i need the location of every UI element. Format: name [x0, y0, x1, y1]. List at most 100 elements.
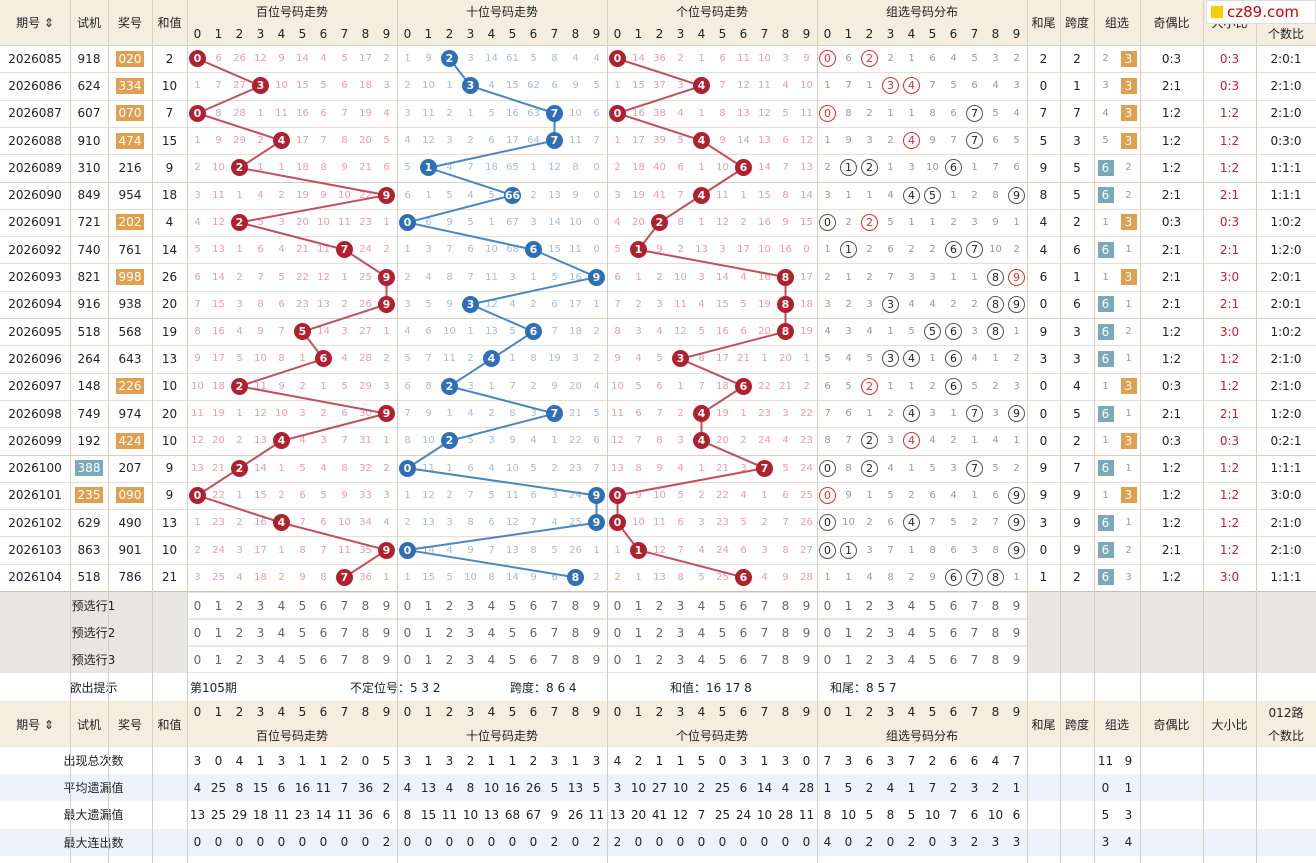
preselect-digit[interactable]: 7 — [334, 593, 355, 618]
preselect-digit[interactable]: 5 — [292, 620, 313, 645]
preselect-digit[interactable]: 7 — [544, 647, 565, 672]
preselect-digit[interactable]: 2 — [439, 647, 460, 672]
preselect-digit[interactable]: 9 — [796, 647, 817, 672]
preselect-digit[interactable]: 0 — [397, 647, 418, 672]
preselect-digit[interactable]: 8 — [985, 620, 1006, 645]
preselect-digit[interactable]: 7 — [964, 593, 985, 618]
preselect-digit[interactable]: 5 — [922, 593, 943, 618]
preselect-digit[interactable]: 8 — [775, 647, 796, 672]
preselect-digit[interactable]: 4 — [901, 647, 922, 672]
preselect-digit[interactable]: 7 — [334, 647, 355, 672]
preselect-digit[interactable]: 9 — [586, 620, 607, 645]
preselect-digit[interactable]: 9 — [376, 647, 397, 672]
preselect-digit[interactable]: 5 — [922, 620, 943, 645]
preselect-digit[interactable]: 5 — [712, 647, 733, 672]
preselect-digit[interactable]: 5 — [712, 620, 733, 645]
preselect-digit[interactable]: 1 — [628, 593, 649, 618]
preselect-digit[interactable]: 1 — [208, 593, 229, 618]
period-header-bottom[interactable]: 期号 ⇕ — [0, 701, 70, 747]
preselect-digit[interactable]: 7 — [754, 620, 775, 645]
period-header[interactable]: 期号 ⇕ — [0, 0, 70, 45]
preselect-digit[interactable]: 8 — [355, 620, 376, 645]
preselect-digit[interactable]: 0 — [397, 593, 418, 618]
preselect-digit[interactable]: 1 — [418, 620, 439, 645]
preselect-digit[interactable]: 8 — [775, 620, 796, 645]
preselect-digit[interactable]: 8 — [985, 593, 1006, 618]
preselect-digit[interactable]: 9 — [796, 620, 817, 645]
preselect-digit[interactable]: 4 — [901, 620, 922, 645]
preselect-digit[interactable]: 6 — [943, 620, 964, 645]
preselect-digit[interactable]: 9 — [1006, 593, 1027, 618]
preselect-digit[interactable]: 4 — [691, 647, 712, 672]
preselect-digit[interactable]: 3 — [250, 647, 271, 672]
preselect-digit[interactable]: 4 — [481, 647, 502, 672]
preselect-digit[interactable]: 8 — [355, 593, 376, 618]
preselect-digit[interactable]: 0 — [397, 620, 418, 645]
preselect-digit[interactable]: 3 — [250, 593, 271, 618]
preselect-digit[interactable]: 1 — [208, 620, 229, 645]
preselect-digit[interactable]: 6 — [313, 593, 334, 618]
preselect-digit[interactable]: 3 — [880, 593, 901, 618]
preselect-digit[interactable]: 8 — [565, 593, 586, 618]
preselect-digit[interactable]: 6 — [733, 593, 754, 618]
preselect-digit[interactable]: 2 — [649, 620, 670, 645]
preselect-digit[interactable]: 7 — [754, 647, 775, 672]
preselect-digit[interactable]: 5 — [922, 647, 943, 672]
preselect-digit[interactable]: 0 — [607, 647, 628, 672]
preselect-digit[interactable]: 4 — [271, 647, 292, 672]
preselect-digit[interactable]: 8 — [565, 647, 586, 672]
preselect-digit[interactable]: 6 — [733, 647, 754, 672]
preselect-digit[interactable]: 7 — [964, 647, 985, 672]
preselect-digit[interactable]: 6 — [313, 647, 334, 672]
preselect-digit[interactable]: 2 — [649, 647, 670, 672]
preselect-digit[interactable]: 0 — [607, 593, 628, 618]
preselect-digit[interactable]: 1 — [838, 647, 859, 672]
preselect-digit[interactable]: 2 — [439, 620, 460, 645]
preselect-digit[interactable]: 7 — [334, 620, 355, 645]
preselect-digit[interactable]: 0 — [817, 620, 838, 645]
preselect-digit[interactable]: 1 — [208, 647, 229, 672]
preselect-digit[interactable]: 2 — [859, 647, 880, 672]
preselect-digit[interactable]: 6 — [523, 593, 544, 618]
preselect-digit[interactable]: 5 — [502, 620, 523, 645]
preselect-digit[interactable]: 6 — [313, 620, 334, 645]
preselect-digit[interactable]: 2 — [439, 593, 460, 618]
preselect-digit[interactable]: 3 — [880, 620, 901, 645]
preselect-digit[interactable]: 2 — [229, 647, 250, 672]
preselect-digit[interactable]: 3 — [460, 620, 481, 645]
preselect-digit[interactable]: 4 — [691, 593, 712, 618]
preselect-digit[interactable]: 3 — [880, 647, 901, 672]
preselect-digit[interactable]: 0 — [187, 647, 208, 672]
preselect-digit[interactable]: 7 — [754, 593, 775, 618]
preselect-digit[interactable]: 2 — [229, 593, 250, 618]
preselect-digit[interactable]: 0 — [187, 620, 208, 645]
preselect-digit[interactable]: 8 — [985, 647, 1006, 672]
preselect-digit[interactable]: 6 — [943, 593, 964, 618]
preselect-digit[interactable]: 4 — [271, 593, 292, 618]
preselect-digit[interactable]: 5 — [502, 593, 523, 618]
preselect-digit[interactable]: 7 — [964, 620, 985, 645]
preselect-digit[interactable]: 4 — [691, 620, 712, 645]
preselect-digit[interactable]: 6 — [523, 620, 544, 645]
preselect-digit[interactable]: 0 — [817, 593, 838, 618]
preselect-digit[interactable]: 9 — [796, 593, 817, 618]
preselect-digit[interactable]: 3 — [250, 620, 271, 645]
preselect-digit[interactable]: 2 — [859, 593, 880, 618]
preselect-digit[interactable]: 3 — [460, 593, 481, 618]
preselect-digit[interactable]: 1 — [628, 620, 649, 645]
preselect-digit[interactable]: 0 — [607, 620, 628, 645]
preselect-digit[interactable]: 7 — [544, 620, 565, 645]
preselect-digit[interactable]: 0 — [187, 593, 208, 618]
preselect-digit[interactable]: 1 — [628, 647, 649, 672]
preselect-digit[interactable]: 3 — [670, 620, 691, 645]
preselect-digit[interactable]: 8 — [565, 620, 586, 645]
preselect-digit[interactable]: 1 — [418, 647, 439, 672]
preselect-digit[interactable]: 9 — [586, 647, 607, 672]
preselect-digit[interactable]: 5 — [502, 647, 523, 672]
preselect-digit[interactable]: 1 — [838, 593, 859, 618]
preselect-digit[interactable]: 9 — [1006, 647, 1027, 672]
preselect-digit[interactable]: 9 — [376, 620, 397, 645]
preselect-digit[interactable]: 9 — [376, 593, 397, 618]
preselect-digit[interactable]: 7 — [544, 593, 565, 618]
preselect-digit[interactable]: 4 — [481, 620, 502, 645]
